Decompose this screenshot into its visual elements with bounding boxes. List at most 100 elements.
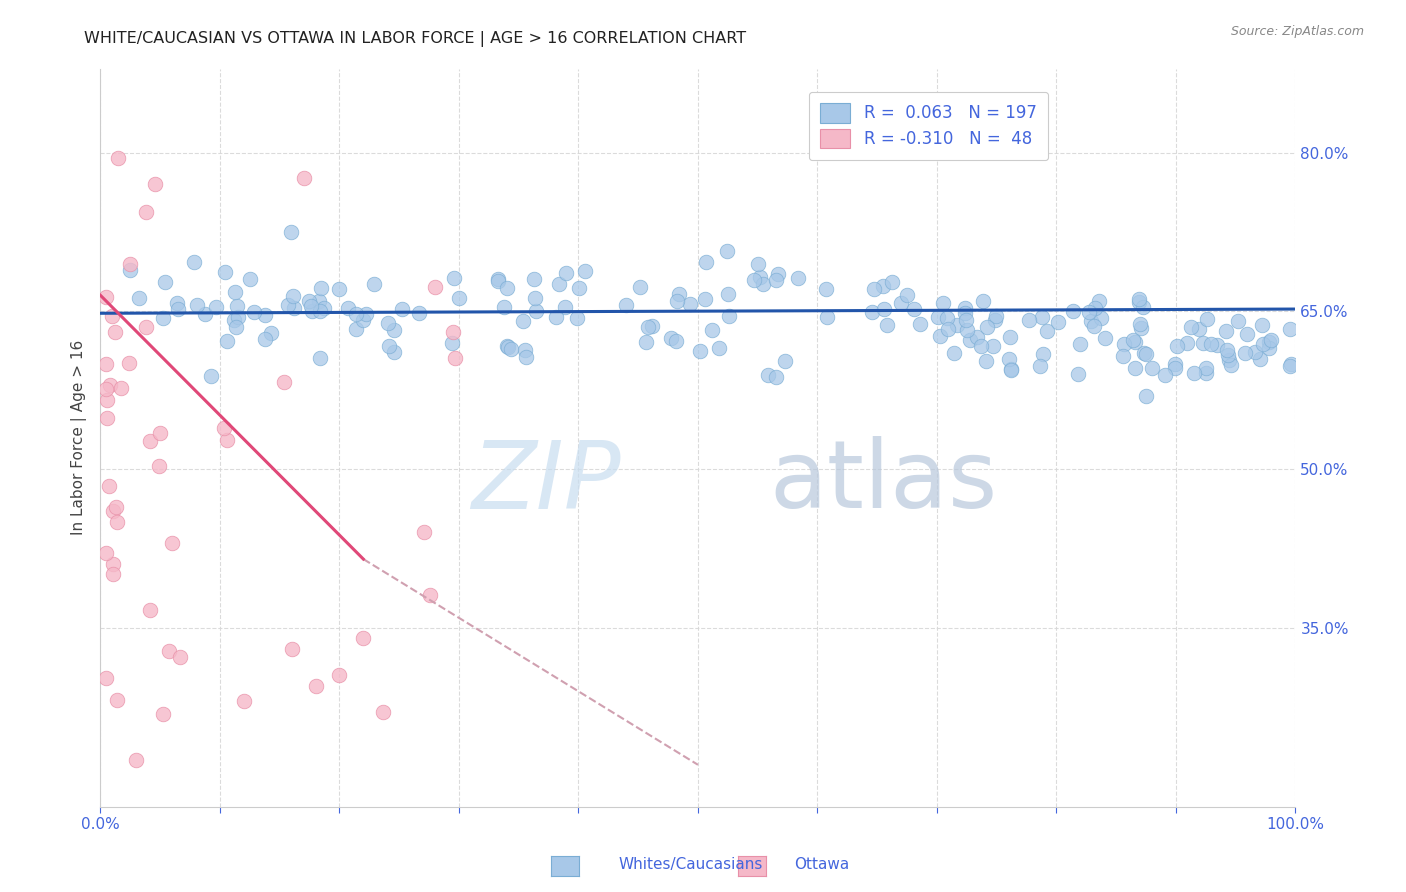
Point [1135, 389, 1157, 403]
Point [1129, 321, 1152, 335]
Point [966, 329, 988, 343]
Point [118, 263, 141, 277]
Point [1215, 324, 1237, 338]
Point [1164, 357, 1187, 371]
Point [860, 305, 883, 319]
Point [496, 339, 519, 353]
Point [148, 458, 170, 473]
Point [391, 301, 413, 316]
Point [544, 310, 567, 324]
Y-axis label: In Labor Force | Age > 16: In Labor Force | Age > 16 [72, 340, 87, 535]
Point [309, 351, 332, 366]
Point [186, 298, 208, 312]
Point [910, 318, 932, 332]
Point [139, 434, 162, 448]
Text: atlas: atlas [769, 436, 998, 528]
Point [955, 301, 977, 316]
Point [308, 304, 330, 318]
Point [1069, 336, 1091, 351]
Point [283, 301, 305, 315]
Point [815, 310, 838, 324]
Point [101, 310, 124, 324]
Point [259, 326, 281, 341]
Point [105, 515, 128, 529]
Point [105, 693, 128, 707]
Point [1000, 363, 1022, 377]
Point [986, 309, 1008, 323]
Point [354, 307, 377, 321]
Point [1234, 345, 1257, 359]
Point [128, 291, 150, 305]
Point [352, 631, 374, 645]
Point [96, 357, 118, 371]
Point [149, 425, 172, 440]
Point [183, 254, 205, 268]
Point [932, 296, 955, 310]
Point [523, 292, 546, 306]
Point [378, 339, 401, 353]
Point [232, 694, 254, 708]
Point [1062, 304, 1084, 318]
Point [756, 368, 779, 383]
Point [98, 378, 121, 392]
Point [693, 292, 716, 306]
Point [1188, 321, 1211, 335]
Point [943, 346, 966, 360]
Point [96, 382, 118, 396]
Point [125, 752, 148, 766]
Point [665, 334, 688, 348]
Text: Source: ZipAtlas.com: Source: ZipAtlas.com [1230, 25, 1364, 38]
Point [983, 313, 1005, 327]
Point [96, 411, 118, 425]
Point [273, 375, 295, 389]
Point [1250, 318, 1272, 332]
Point [166, 295, 188, 310]
Point [970, 339, 993, 353]
Point [212, 420, 235, 434]
Point [976, 354, 998, 368]
Point [1018, 312, 1040, 326]
Point [299, 299, 322, 313]
Point [1258, 342, 1281, 356]
Point [96, 290, 118, 304]
Point [903, 302, 925, 317]
Point [363, 277, 385, 291]
Point [872, 301, 894, 316]
Point [1078, 304, 1101, 318]
Point [423, 280, 446, 294]
Point [419, 588, 441, 602]
Point [1244, 345, 1267, 359]
Point [1251, 337, 1274, 351]
Point [304, 679, 326, 693]
Point [1112, 337, 1135, 351]
Point [239, 272, 262, 286]
Point [554, 300, 576, 314]
Point [872, 278, 894, 293]
Point [412, 524, 434, 539]
Point [96, 671, 118, 685]
Point [1166, 338, 1188, 352]
Point [752, 277, 775, 291]
Point [959, 333, 981, 347]
Point [215, 334, 238, 348]
Point [1036, 324, 1059, 338]
Point [1090, 310, 1112, 325]
Point [815, 281, 838, 295]
Point [495, 281, 517, 295]
Point [1128, 294, 1150, 309]
Point [1080, 314, 1102, 328]
Point [1195, 366, 1218, 380]
Point [337, 301, 360, 316]
Point [972, 294, 994, 309]
Point [773, 353, 796, 368]
Point [98, 479, 121, 493]
Point [1028, 359, 1050, 373]
Point [1260, 333, 1282, 347]
Point [928, 329, 950, 343]
Point [863, 282, 886, 296]
Point [765, 273, 787, 287]
Point [956, 322, 979, 336]
Point [101, 567, 124, 582]
Text: ZIP: ZIP [471, 436, 620, 527]
Point [679, 297, 702, 311]
